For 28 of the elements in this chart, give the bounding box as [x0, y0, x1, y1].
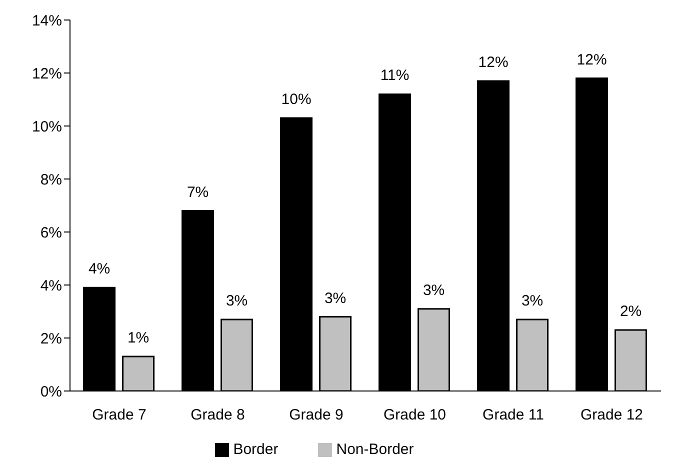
y-tick-label: 8% — [40, 171, 62, 188]
data-label: 2% — [620, 303, 642, 320]
data-label: 3% — [521, 292, 544, 310]
x-tick-label: Grade 11 — [482, 406, 544, 424]
data-label: 1% — [127, 330, 150, 347]
data-label: 11% — [380, 67, 410, 84]
y-tick-label: 2% — [40, 330, 62, 348]
y-tick-label: 12% — [32, 65, 62, 82]
data-label: 12% — [478, 54, 508, 71]
data-label: 3% — [226, 292, 248, 310]
data-label: 3% — [422, 282, 445, 299]
x-tick-label: Grade 10 — [383, 406, 446, 424]
x-tick-label: Grade 8 — [190, 406, 245, 424]
legend-label: Non-Border — [336, 441, 414, 458]
y-tick-label: 10% — [32, 118, 62, 136]
y-tick-label: 14% — [32, 12, 62, 30]
x-tick-label: Grade 7 — [92, 406, 146, 424]
x-tick-label: Grade 12 — [580, 406, 644, 424]
legend-label: Border — [233, 441, 278, 458]
data-label: 12% — [576, 51, 607, 68]
data-label: 4% — [88, 260, 110, 278]
data-label: 3% — [324, 290, 346, 307]
y-tick-label: 0% — [40, 383, 62, 400]
y-tick-label: 6% — [40, 224, 62, 242]
y-tick-label: 4% — [40, 277, 62, 294]
x-tick-label: Grade 9 — [289, 406, 344, 424]
data-label: 7% — [186, 184, 209, 201]
data-label: 10% — [281, 91, 312, 108]
